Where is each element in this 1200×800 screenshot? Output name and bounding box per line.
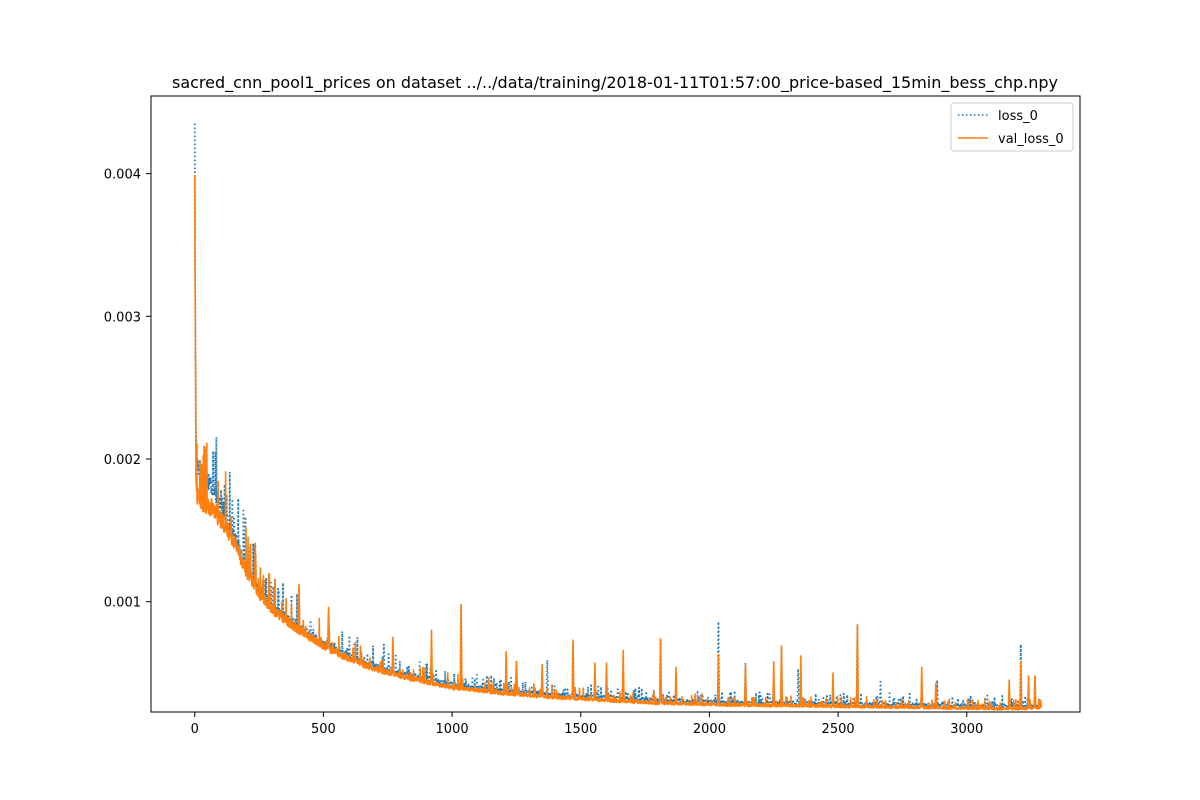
x-tick-label-2000: 2000 (693, 722, 726, 737)
legend-box (950, 102, 1074, 152)
x-tick-label-3000: 3000 (950, 722, 983, 737)
legend-label-loss: loss_0 (998, 109, 1038, 124)
series-line-loss-0 (193, 123, 1043, 709)
y-tick-label-0.001: 0.001 (104, 596, 141, 611)
y-tick-label-0.002: 0.002 (104, 453, 141, 468)
x-tick-label-1500: 1500 (564, 722, 597, 737)
y-tick-label-0.004: 0.004 (104, 168, 141, 183)
x-axis: 0 500 1000 1500 2000 2500 3000 (191, 712, 983, 737)
x-tick-label-500: 500 (311, 722, 336, 737)
legend-label-val-loss: val_loss_0 (998, 132, 1064, 147)
chart-title: sacred_cnn_pool1_prices on dataset ../..… (172, 73, 1058, 93)
x-tick-label-0: 0 (191, 722, 199, 737)
legend: loss_0 val_loss_0 (950, 102, 1074, 152)
x-tick-label-2500: 2500 (822, 722, 855, 737)
y-axis: 0.001 0.002 0.003 0.004 (104, 168, 151, 611)
series-line-val-loss-0 (193, 175, 1043, 711)
plot-frame (150, 95, 1081, 713)
y-tick-label-0.003: 0.003 (104, 310, 141, 325)
x-tick-label-1000: 1000 (436, 722, 469, 737)
